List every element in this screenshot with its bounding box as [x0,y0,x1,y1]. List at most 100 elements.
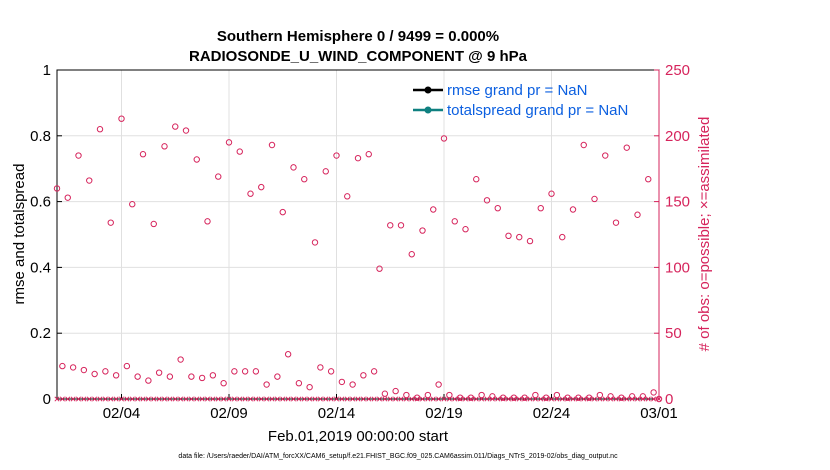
possible-obs-point [419,227,426,234]
possible-obs-point [129,201,136,208]
possible-obs-point [155,369,163,376]
possible-obs-point [193,156,200,163]
assimilated-obs-marker [328,396,334,402]
possible-obs-point [150,220,157,228]
assimilated-obs-marker [135,396,141,402]
possible-obs-point [360,372,367,379]
possible-obs-point [623,144,630,151]
assimilated-obs-marker [145,396,151,402]
assimilated-obs-marker [495,396,501,402]
possible-obs-point [301,176,308,183]
possible-obs-point [408,251,415,258]
possible-obs-point [279,208,286,216]
possible-obs-point [542,394,550,401]
possible-obs-point [376,265,383,272]
assimilated-obs-marker [419,396,426,402]
possible-obs-point [505,232,512,240]
possible-obs-point [53,185,61,192]
assimilated-obs-marker [167,396,173,402]
assimilated-obs-marker [199,396,205,402]
assimilated-obs-marker [366,396,372,402]
possible-obs-point [478,391,485,399]
possible-obs-point [258,183,265,191]
possible-obs-point [430,206,437,213]
possible-obs-point [521,394,528,401]
possible-obs-series [53,115,663,403]
assimilated-obs-marker [151,396,157,402]
y-left-axis-label: rmse and totalspread [11,164,28,305]
possible-obs-point [403,391,410,399]
assimilated-obs-marker [215,396,221,402]
possible-obs-point [580,141,587,149]
possible-obs-point [139,151,147,158]
possible-obs-point [462,226,469,233]
assimilated-obs-marker [624,396,630,402]
possible-obs-point [526,237,534,245]
possible-obs-point [69,364,77,371]
possible-obs-point [107,219,114,226]
possible-obs-point [198,374,206,382]
assimilated-obs-marker [317,396,323,402]
possible-obs-point [392,387,399,395]
assimilated-obs-marker [430,396,436,402]
assimilated-obs-marker [559,396,565,402]
assimilated-obs-marker [75,396,82,402]
assimilated-obs-marker [296,396,302,402]
legend-totalspread-marker [424,106,432,114]
assimilated-obs-marker [387,396,393,402]
assimilated-obs-marker [376,396,383,402]
possible-obs-point [134,373,141,380]
assimilated-obs-marker [161,396,168,402]
possible-obs-point [639,393,647,400]
assimilated-obs-marker [226,396,232,402]
assimilated-obs-marker [140,396,146,402]
possible-obs-point [387,222,394,229]
assimilated-obs-marker [339,396,345,402]
possible-obs-point [225,139,233,146]
assimilated-obs-marker [247,396,254,402]
possible-obs-point [467,394,475,401]
possible-obs-point [532,391,539,399]
possible-obs-point [381,390,389,397]
assimilated-obs-marker [462,396,469,402]
assimilated-obs-marker [54,396,60,402]
x-tick-label: 02/24 [533,405,571,422]
possible-obs-point [182,127,190,134]
possible-obs-point [596,391,604,399]
possible-obs-point [59,362,66,370]
possible-obs-point [317,364,324,371]
y-left-tick-label: 0.2 [30,325,51,342]
assimilated-obs-marker [355,396,361,402]
assimilated-obs-marker [371,396,377,402]
x-tick-label: 02/09 [210,405,248,422]
x-tick-label: 02/19 [425,405,463,422]
assimilated-obs-marker [581,396,587,402]
assimilated-obs-marker [102,396,108,402]
assimilated-obs-marker [602,396,608,402]
assimilated-obs-marker [188,396,194,402]
assimilated-obs-marker [81,396,87,402]
assimilated-obs-marker [156,396,162,402]
possible-obs-point [231,368,238,375]
possible-obs-point [322,168,329,175]
assimilated-obs-marker [307,396,313,402]
data-file-footer: data file: /Users/raeder/DAI/ATM_forcXX/… [178,453,618,460]
possible-obs-point [161,143,168,150]
y-right-tick-label: 150 [665,194,690,211]
y-left-tick-labels: 0 0.2 0.4 0.6 0.8 1 [30,62,51,408]
assimilated-obs-marker [323,396,329,402]
possible-obs-point [645,176,652,183]
possible-obs-point [284,351,292,358]
assimilated-obs-marker [436,396,442,402]
y-left-tick-label: 0 [43,391,51,408]
assimilated-obs-marker [204,396,211,402]
possible-obs-point [172,123,179,130]
legend-totalspread-label: totalspread grand pr = NaN [447,102,628,119]
assimilated-obs-marker [398,396,404,402]
assimilated-obs-marker [86,396,92,402]
assimilated-obs-marker [570,396,576,402]
y-left-tick-label: 1 [43,62,51,79]
possible-obs-point [370,368,378,375]
tick-marks [57,69,660,400]
assimilated-obs-marker [118,396,125,402]
